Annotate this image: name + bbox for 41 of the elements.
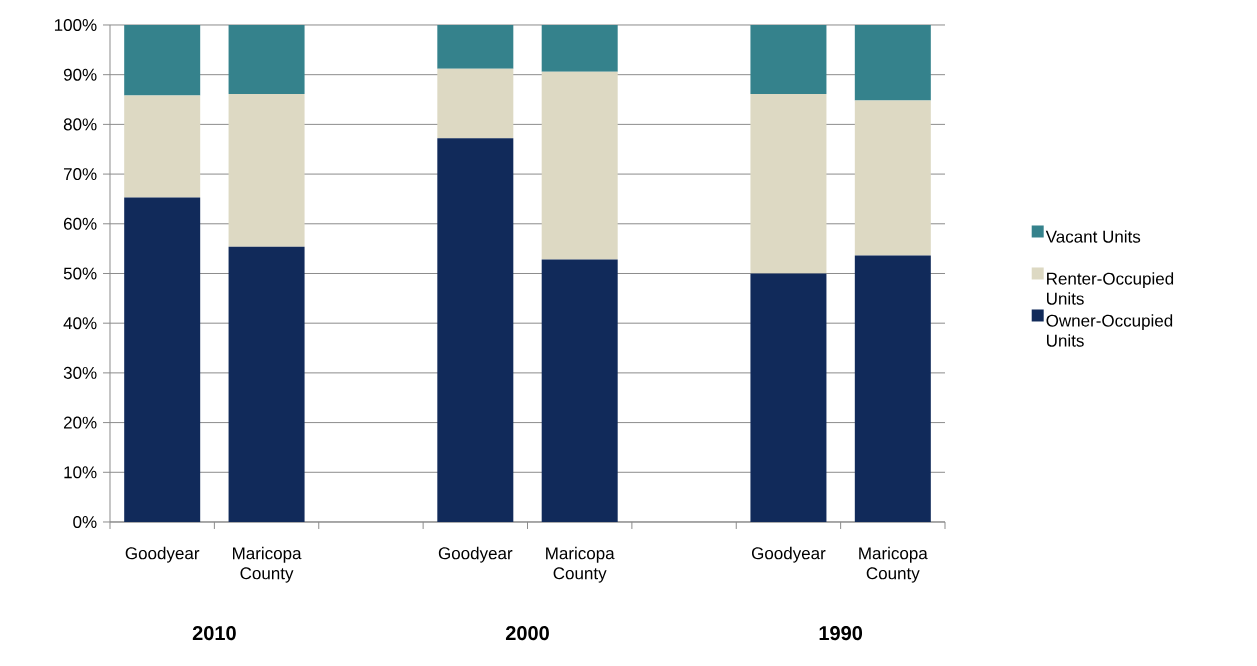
x-tick-label: Goodyear <box>438 546 513 563</box>
text: 1990 <box>819 626 863 641</box>
bar <box>541 24 618 72</box>
bar <box>750 94 827 274</box>
x-tick-label: Goodyear <box>751 546 826 563</box>
bar <box>854 24 931 101</box>
x-tick-label: Maricopa County <box>233 546 302 583</box>
bar <box>437 68 514 139</box>
y-tick-label: 50% <box>63 267 97 280</box>
bar <box>124 197 201 522</box>
bar <box>541 71 618 260</box>
text: 2010 <box>192 626 236 641</box>
bar <box>541 259 618 522</box>
y-tick-label: 10% <box>64 466 97 479</box>
y-tick-label: 70% <box>63 168 97 181</box>
bar <box>750 273 827 522</box>
bar <box>124 95 201 198</box>
text: 2000 <box>505 626 549 641</box>
y-tick-label: 20% <box>63 416 97 429</box>
y-tick-label: 60% <box>63 217 97 230</box>
y-tick-label: 90% <box>63 68 97 81</box>
y-tick-label: 40% <box>63 317 97 330</box>
bar <box>437 138 514 522</box>
bar <box>750 24 827 95</box>
y-tick-label: 30% <box>63 366 97 379</box>
y-tick-label: 0% <box>73 515 97 529</box>
x-tick-label: Maricopa County <box>859 546 928 583</box>
legend-label: Owner-Occupied Units <box>1046 314 1173 347</box>
bar <box>228 94 305 247</box>
bar <box>124 24 201 96</box>
y-tick-label: 80% <box>63 118 97 131</box>
x-tick-label: Maricopa County <box>546 546 615 583</box>
bar <box>854 100 931 256</box>
bar <box>228 24 305 95</box>
bar <box>854 255 931 522</box>
legend-label: Renter-Occupied Units <box>1047 272 1174 305</box>
y-tick-label: 100% <box>54 18 97 32</box>
bar <box>437 24 514 69</box>
legend-label: Vacant Units <box>1045 230 1141 243</box>
bar <box>228 246 305 522</box>
x-tick-label: Goodyear <box>125 546 200 563</box>
